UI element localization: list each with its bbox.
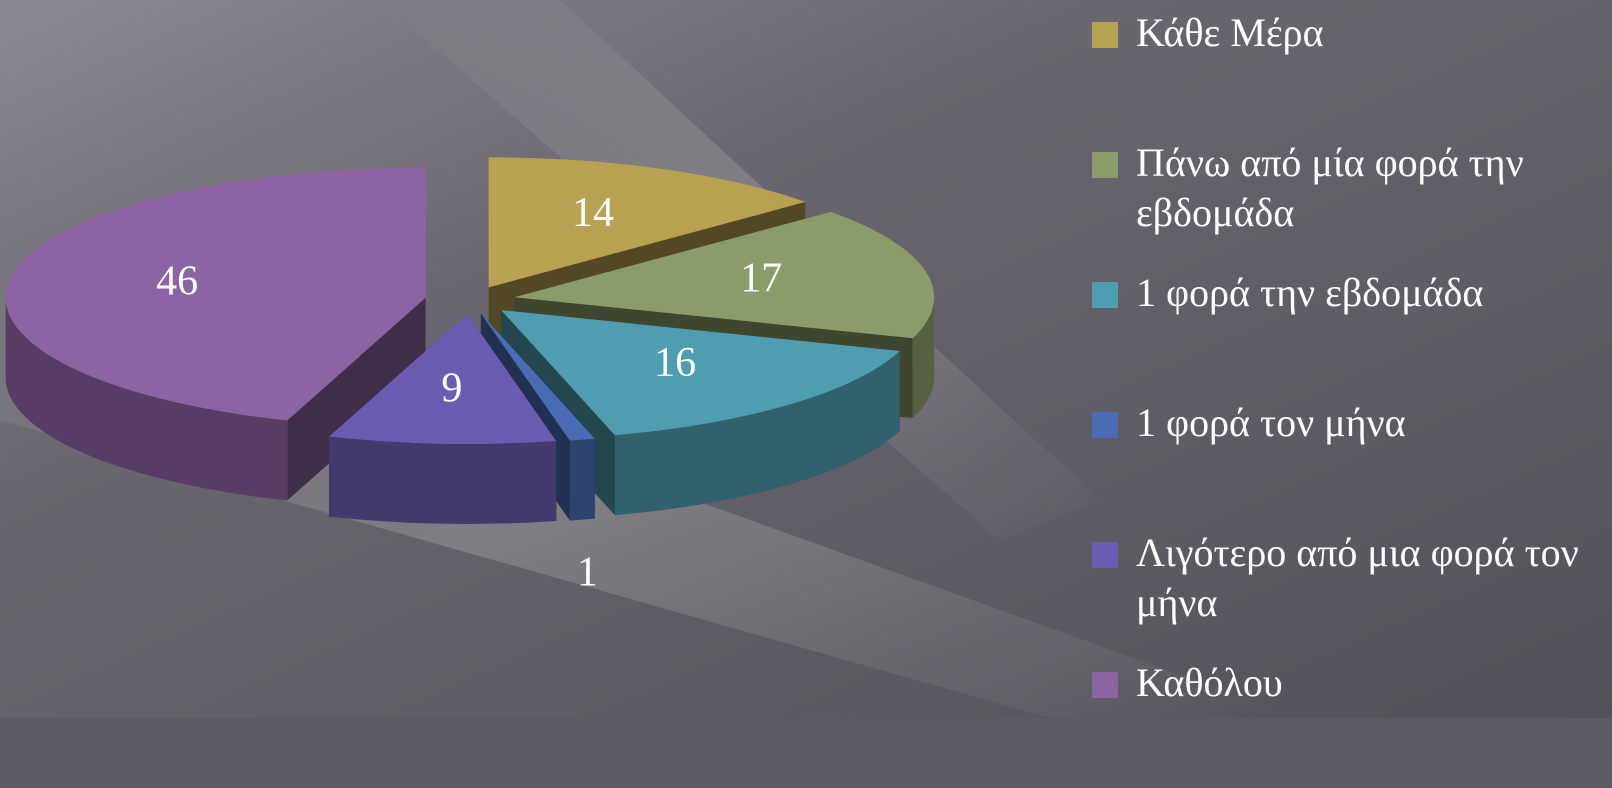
data-label: 46: [156, 258, 198, 304]
slice-top: [514, 211, 935, 339]
legend-item: 1 φορά τον μήνα: [1092, 398, 1602, 528]
legend-swatch: [1092, 542, 1118, 568]
pie: 14 17 46 16 1 9: [5, 157, 935, 596]
legend-swatch: [1092, 282, 1118, 308]
data-label: 9: [441, 365, 462, 411]
legend-label: Πάνω από μία φορά την εβδομάδα: [1136, 140, 1524, 235]
legend-item: 1 φορά την εβδομάδα: [1092, 268, 1602, 398]
slice-cut-face: [287, 297, 426, 501]
slice: [5, 167, 426, 501]
slice-side: [912, 297, 935, 419]
data-label: 1: [577, 550, 598, 596]
legend-swatch: [1092, 152, 1118, 178]
legend-swatch: [1092, 412, 1118, 438]
legend-label: Καθόλου: [1136, 660, 1283, 705]
legend: Κάθε Μέρα Πάνω από μία φορά την εβδομάδα 1…: [1092, 8, 1602, 788]
slice-side: [328, 436, 557, 524]
slice-side: [5, 297, 288, 501]
slice-side: [569, 438, 595, 521]
legend-label: Λιγότερο από μια φορά τον μήνα: [1136, 530, 1579, 625]
legend-label: 1 φορά τον μήνα: [1136, 400, 1406, 445]
slice-top: [328, 313, 557, 444]
legend-label: 1 φορά την εβδομάδα: [1136, 270, 1484, 315]
legend-item: Πάνω από μία φορά την εβδομάδα: [1092, 138, 1602, 268]
slice-top: [488, 157, 806, 288]
slice: [328, 313, 557, 524]
legend-item: Καθόλου: [1092, 658, 1602, 788]
slice-top: [480, 313, 595, 441]
legend-label: Κάθε Μέρα: [1136, 10, 1324, 55]
data-label: 16: [654, 340, 696, 386]
legend-swatch: [1092, 672, 1118, 698]
chart: 14 17 46 16 1 9: [0, 0, 1612, 718]
data-label: 14: [572, 190, 614, 236]
data-label: 17: [740, 256, 782, 302]
legend-item: Κάθε Μέρα: [1092, 8, 1602, 138]
page: 14 17 46 16 1 9 Κάθε Μέρα Πάνω από μία φορά τη…: [0, 0, 1612, 718]
slice-top: [5, 167, 426, 421]
slice-side: [614, 350, 900, 516]
slice-top: [501, 310, 900, 436]
legend-item: Λιγότερο από μια φορά τον μήνα: [1092, 528, 1602, 658]
legend-swatch: [1092, 22, 1118, 48]
